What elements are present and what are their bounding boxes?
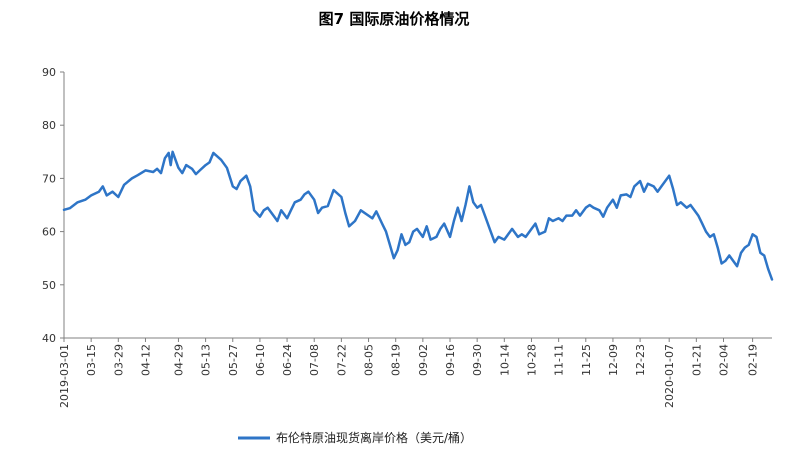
x-tick-label: 02-04	[718, 344, 731, 376]
x-tick-label: 03-29	[112, 344, 125, 376]
y-tick-label: 70	[42, 172, 56, 185]
x-tick-label: 06-10	[254, 344, 267, 376]
x-axis: 2019-03-01 03-15 03-29 04-12 04-29 05-13 05-27…	[58, 337, 772, 408]
x-tick-label: 09-16	[444, 344, 457, 376]
x-tick-label: 03-15	[85, 344, 98, 376]
x-tick-label: 04-29	[172, 344, 185, 376]
x-tick-label: 06-24	[281, 344, 294, 376]
x-tick-label: 11-11	[553, 344, 566, 376]
x-tick-label: 04-12	[139, 344, 152, 376]
x-tick-label: 11-25	[580, 344, 593, 376]
x-tick-label: 10-14	[498, 344, 511, 376]
y-tick-label: 80	[42, 119, 56, 132]
y-tick-label: 90	[42, 66, 56, 79]
x-tick-label: 07-08	[308, 344, 321, 376]
x-tick-label: 10-28	[525, 344, 538, 376]
x-tick-label: 08-19	[390, 344, 403, 376]
x-tick-label: 05-27	[227, 344, 240, 376]
x-tick-label: 09-02	[417, 344, 430, 376]
x-tick-label: 02-19	[747, 344, 760, 376]
chart-title: 图7 国际原油价格情况	[319, 10, 470, 28]
x-tick-label: 12-23	[634, 344, 647, 376]
x-tick-label: 12-09	[607, 344, 620, 376]
y-tick-label: 60	[42, 226, 56, 239]
x-tick-label: 08-05	[363, 344, 376, 376]
y-tick-label: 40	[42, 332, 56, 345]
x-tick-label: 2020-01-07	[663, 344, 676, 408]
x-tick-label: 05-13	[200, 344, 213, 376]
x-tick-label: 07-22	[335, 344, 348, 376]
x-tick-label: 2019-03-01	[58, 344, 71, 408]
series-layer	[62, 150, 774, 281]
y-tick-label: 50	[42, 279, 56, 292]
x-tick-label: 01-21	[690, 344, 703, 376]
legend-label: 布伦特原油现货离岸价格（美元/桶）	[276, 430, 472, 445]
y-axis: 40 50 60 70 80 90	[42, 66, 65, 345]
series-line-brent	[62, 150, 774, 281]
legend: 布伦特原油现货离岸价格（美元/桶）	[238, 430, 472, 445]
x-tick-label: 09-30	[471, 344, 484, 376]
